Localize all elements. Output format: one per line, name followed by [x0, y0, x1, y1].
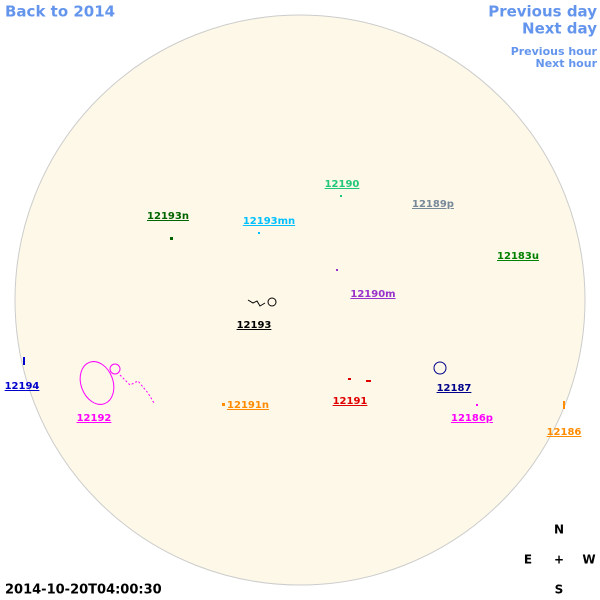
compass-south: S: [555, 583, 564, 597]
spot: [348, 378, 351, 380]
timestamp: 2014-10-20T04:00:30: [5, 583, 162, 598]
compass-east: E: [524, 553, 532, 567]
region-label: 12190: [325, 179, 360, 190]
spot: [79, 361, 115, 405]
previous-hour-link[interactable]: Previous hour: [511, 45, 598, 58]
region-label: 12189p: [412, 199, 454, 210]
next-day-link[interactable]: Next day: [522, 20, 597, 38]
spot: [476, 404, 478, 406]
sunspots: [23, 195, 565, 409]
spot: [258, 232, 260, 234]
region-label: 12186p: [451, 413, 493, 424]
spot: [366, 380, 371, 382]
region-label: 12186: [547, 427, 582, 438]
spot: [340, 195, 342, 197]
spot: [109, 363, 121, 375]
back-link[interactable]: Back to 2014: [5, 3, 115, 21]
next-hour-link[interactable]: Next hour: [536, 57, 598, 70]
region-label: 12183u: [497, 251, 539, 262]
region-label: 12193mn: [243, 216, 295, 227]
region-label: 12194: [5, 381, 40, 392]
region-label: 12192: [77, 413, 112, 424]
compass-west: W: [582, 553, 595, 567]
region-label: 12190m: [350, 289, 395, 300]
spot: [433, 361, 447, 375]
region-label: 12191n: [227, 400, 269, 411]
solar-disk: [14, 14, 586, 586]
spot: [170, 237, 173, 240]
compass-north: N: [554, 523, 564, 537]
spot: [23, 357, 25, 365]
spot: [267, 297, 277, 307]
spot: [119, 374, 155, 404]
region-label: 12191: [333, 396, 368, 407]
spot: [336, 269, 338, 271]
spot: [563, 401, 565, 409]
compass-center: +: [554, 553, 564, 567]
region-label: 12193: [237, 320, 272, 331]
region-label: 12187: [437, 383, 472, 394]
region-label: 12193n: [147, 211, 189, 222]
spot: [222, 403, 225, 406]
previous-day-link[interactable]: Previous day: [488, 3, 597, 21]
spot: [247, 299, 266, 307]
